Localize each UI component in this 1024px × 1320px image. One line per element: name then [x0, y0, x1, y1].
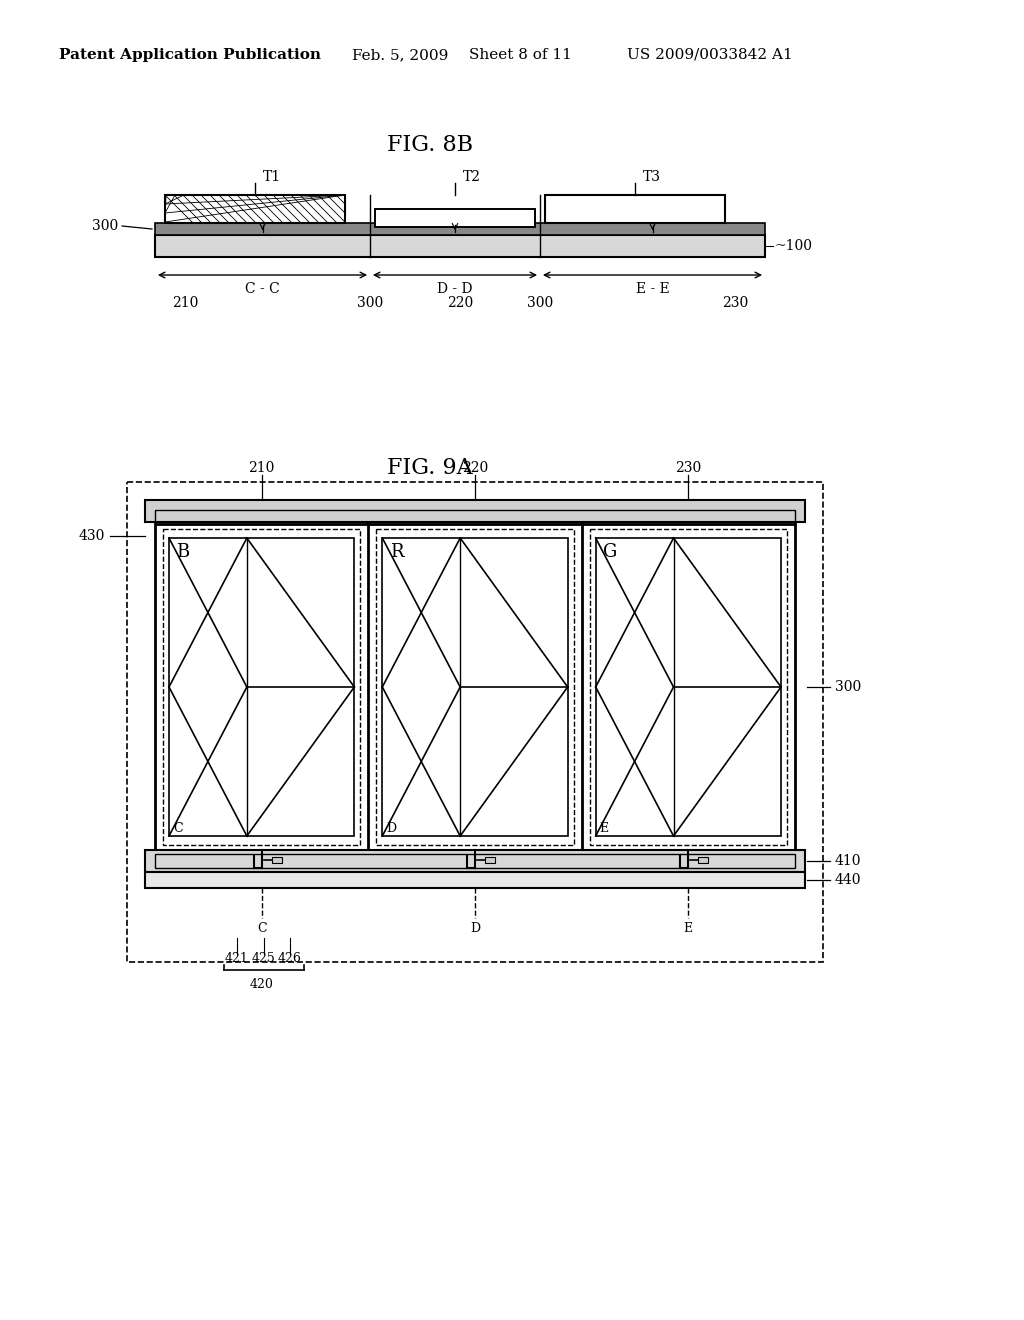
Text: E: E	[684, 921, 693, 935]
Text: ~100: ~100	[775, 239, 813, 253]
Text: 410: 410	[835, 854, 861, 869]
Bar	[165, 195, 345, 223]
Text: Sheet 8 of 11: Sheet 8 of 11	[469, 48, 571, 62]
Text: 425: 425	[252, 952, 275, 965]
Bar	[165, 195, 345, 223]
Text: 300: 300	[357, 296, 383, 310]
Bar	[545, 195, 725, 223]
Text: 210: 210	[249, 461, 274, 475]
Text: C: C	[257, 921, 266, 935]
Bar	[169, 539, 354, 836]
Text: E: E	[600, 821, 609, 834]
Bar	[271, 857, 282, 863]
Bar	[382, 539, 567, 836]
Text: T3: T3	[643, 170, 662, 183]
Text: 420: 420	[250, 978, 273, 990]
Text: 210: 210	[172, 296, 199, 310]
Text: 421: 421	[224, 952, 249, 965]
Bar	[145, 500, 805, 521]
Bar	[163, 529, 360, 845]
Text: 230: 230	[675, 461, 701, 475]
Bar	[145, 873, 805, 888]
Bar	[545, 195, 725, 223]
Bar	[485, 857, 495, 863]
Text: T2: T2	[463, 170, 481, 183]
Text: G: G	[602, 543, 616, 561]
Bar	[127, 482, 823, 962]
Bar	[155, 524, 795, 850]
Bar	[375, 209, 535, 227]
Bar	[545, 195, 725, 223]
Bar	[155, 235, 765, 257]
Bar	[155, 854, 795, 869]
Bar	[596, 539, 781, 836]
Text: B: B	[176, 543, 189, 561]
Text: 230: 230	[722, 296, 749, 310]
Bar	[375, 209, 535, 227]
Text: 220: 220	[446, 296, 473, 310]
Text: 300: 300	[835, 680, 861, 694]
Text: 430: 430	[79, 529, 105, 543]
Text: 220: 220	[462, 461, 488, 475]
Bar	[165, 195, 345, 223]
Text: E - E: E - E	[636, 282, 670, 296]
Text: R: R	[389, 543, 403, 561]
Text: 300: 300	[527, 296, 553, 310]
Bar	[145, 850, 805, 873]
Text: T1: T1	[263, 170, 282, 183]
Text: Feb. 5, 2009: Feb. 5, 2009	[352, 48, 449, 62]
Text: D: D	[386, 821, 396, 834]
Bar	[698, 857, 709, 863]
Bar	[377, 529, 573, 845]
Text: US 2009/0033842 A1: US 2009/0033842 A1	[627, 48, 793, 62]
Bar	[155, 510, 795, 524]
Text: 426: 426	[278, 952, 302, 965]
Text: D - D: D - D	[437, 282, 473, 296]
Bar	[165, 195, 345, 223]
Text: C: C	[173, 821, 182, 834]
Bar	[375, 209, 535, 227]
Bar	[155, 223, 765, 235]
Text: Patent Application Publication: Patent Application Publication	[59, 48, 321, 62]
Text: 440: 440	[835, 873, 861, 887]
Text: C - C: C - C	[245, 282, 280, 296]
Text: FIG. 8B: FIG. 8B	[387, 135, 473, 156]
Bar	[590, 529, 787, 845]
Text: D: D	[470, 921, 480, 935]
Text: 300: 300	[92, 219, 118, 234]
Text: FIG. 9A: FIG. 9A	[387, 457, 473, 479]
